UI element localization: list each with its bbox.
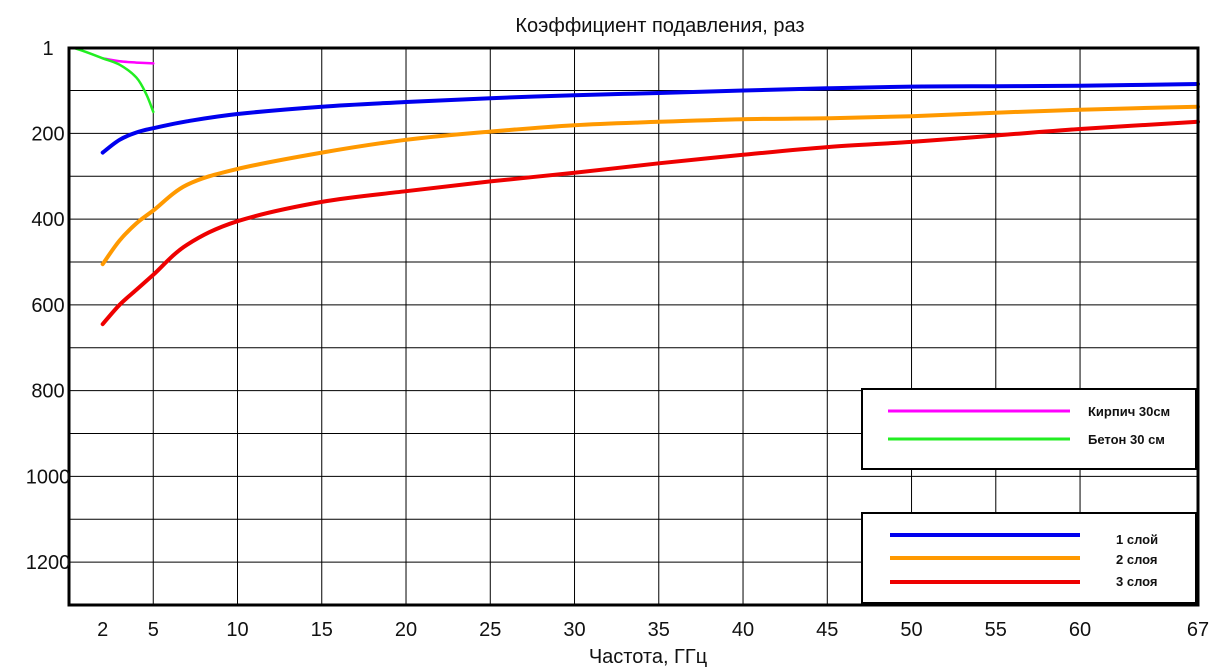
x-tick-label: 2 (97, 619, 108, 641)
x-tick-label: 15 (311, 619, 333, 641)
y-tick-label: 400 (31, 209, 64, 231)
x-tick-label: 55 (985, 619, 1007, 641)
legend-label-1-layer: 1 слой (1116, 532, 1158, 547)
y-tick-label: 800 (31, 381, 64, 403)
legend-material-box (861, 388, 1197, 470)
x-axis-label: Частота, ГГц (589, 646, 707, 668)
x-tick-label: 10 (226, 619, 248, 641)
plot-frame (67, 46, 1200, 607)
x-tick-label: 25 (479, 619, 501, 641)
x-tick-label: 45 (816, 619, 838, 641)
legend-label-2-layers: 2 слоя (1116, 552, 1158, 567)
x-tick-label: 20 (395, 619, 417, 641)
series-line-2 (100, 82, 1200, 155)
x-tick-label: 67 (1187, 619, 1209, 641)
x-tick-label: 30 (563, 619, 585, 641)
x-tick-label: 50 (900, 619, 922, 641)
series-line-3 (100, 104, 1200, 267)
y-tick-label: 1 (42, 38, 53, 60)
x-tick-label: 5 (148, 619, 159, 641)
legend-material: Кирпич 30см Бетон 30 см (861, 388, 1197, 470)
y-tick-label: 1200 (26, 552, 71, 574)
chart-title: Коэффициент подавления, раз (515, 15, 804, 37)
series-line-4 (100, 119, 1200, 327)
legend-label-3-layers: 3 слоя (1116, 574, 1158, 589)
series-line-1 (72, 46, 155, 114)
y-tick-label: 600 (31, 295, 64, 317)
x-tick-label: 40 (732, 619, 754, 641)
legend-layers: 1 слой 2 слоя 3 слоя (861, 512, 1197, 604)
x-tick-label: 35 (648, 619, 670, 641)
y-tick-label: 1000 (26, 466, 71, 488)
series-layer (72, 46, 1200, 327)
x-tick-label: 60 (1069, 619, 1091, 641)
legend-label-brick: Кирпич 30см (1088, 404, 1170, 419)
x-tick-labels: 2 5 10 15 20 25 30 35 40 45 50 55 60 67 (97, 619, 1209, 641)
y-tick-label: 200 (31, 123, 64, 145)
legend-label-concrete: Бетон 30 см (1088, 432, 1165, 447)
